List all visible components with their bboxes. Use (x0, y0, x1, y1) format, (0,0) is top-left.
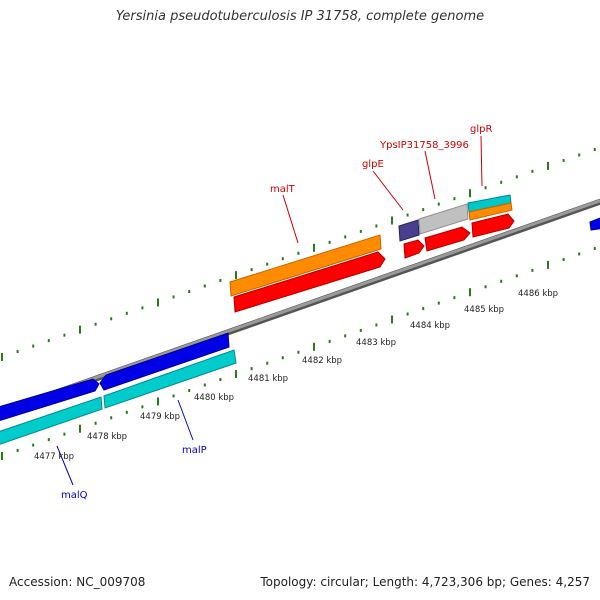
ypsip31758-3996-cds[interactable] (424, 226, 471, 252)
malQ-label[interactable]: malQ (61, 490, 88, 501)
scale-label: 4480 kbp (194, 393, 234, 403)
map-title: Yersinia pseudotuberculosis IP 31758, co… (115, 9, 485, 24)
scale-label: 4486 kbp (518, 289, 558, 299)
genome-summary-text: Topology: circular; Length: 4,723,306 bp… (260, 575, 590, 589)
ypsip31758-3996-label[interactable]: YpsIP31758_3996 (379, 140, 469, 151)
genome-backbone-highlight (0, 199, 600, 413)
lower-tick-track (1, 247, 596, 460)
malT-cds[interactable] (233, 251, 386, 313)
malQ-callout (56, 445, 74, 486)
malQ-cds[interactable] (0, 396, 103, 446)
glpE-cds[interactable] (403, 239, 425, 259)
scale-label: 4481 kbp (248, 374, 288, 384)
glpR-callout (480, 135, 483, 187)
upper-tick-track (1, 148, 596, 361)
glpR-cds[interactable] (471, 213, 515, 238)
scale-label: 4479 kbp (140, 412, 180, 422)
scale-label: 4477 kbp (34, 452, 74, 462)
edge-gene[interactable] (589, 216, 600, 231)
malP-callout (177, 399, 194, 441)
scale-labels: 4477 kbp 4478 kbp 4479 kbp 4480 kbp 4481 kbp… (34, 289, 558, 462)
scale-label: 4483 kbp (356, 338, 396, 348)
scale-label: 4482 kbp (302, 356, 342, 366)
scale-label: 4478 kbp (87, 432, 127, 442)
ypsip31758-3996-callout (424, 150, 436, 200)
scale-label: 4484 kbp (410, 321, 450, 331)
glpE-gene[interactable] (398, 219, 420, 242)
glpR-label[interactable]: glpR (470, 124, 492, 135)
malP-gene[interactable] (99, 332, 230, 391)
glpE-label[interactable]: glpE (362, 159, 384, 170)
malT-callout (282, 194, 299, 244)
ypsip31758-3996-gene[interactable] (418, 203, 469, 235)
scale-label: 4485 kbp (464, 305, 504, 315)
malP-label[interactable]: malP (182, 445, 207, 456)
accession-text: Accession: NC_009708 (9, 575, 146, 589)
glpR-gene-orange[interactable] (468, 202, 513, 221)
malP-cds[interactable] (103, 349, 237, 409)
malQ-gene[interactable] (0, 378, 100, 422)
malT-label[interactable]: malT (270, 184, 296, 195)
malT-gene[interactable] (229, 234, 382, 297)
glpE-callout (372, 170, 404, 211)
